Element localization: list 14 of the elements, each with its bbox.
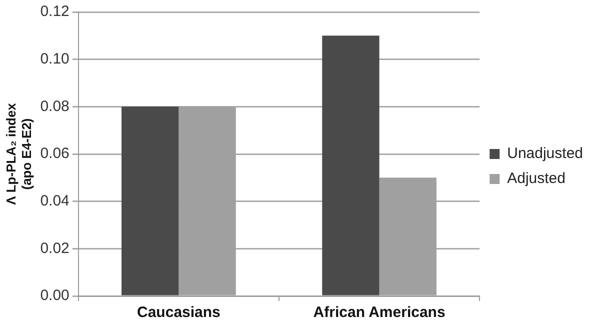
y-tick-label: 0.10 [40,50,70,68]
y-tick-label: 0.04 [40,192,70,210]
y-tick-label: 0.06 [40,145,70,162]
y-tick-label: 0.12 [40,3,70,20]
y-tick-label: 0.08 [40,98,70,115]
y-axis-title: Λ Lp-PLA₂ index (apo E4-E2) [3,102,34,205]
legend-label: Adjusted [507,170,566,188]
y-tick-label: 0.00 [40,287,70,304]
x-tick-label: African Americans [313,304,446,322]
y-tick-label: 0.02 [40,240,70,257]
x-tick-label: Caucasians [137,304,220,322]
bar [322,36,380,296]
bar [122,106,179,296]
legend-label: Unadjusted [507,145,584,162]
